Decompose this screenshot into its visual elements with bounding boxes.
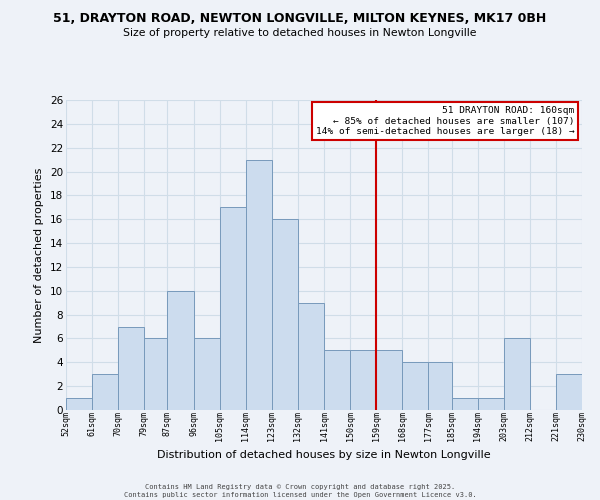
- Bar: [556, 374, 582, 410]
- Bar: [220, 208, 246, 410]
- Bar: [144, 338, 167, 410]
- Bar: [376, 350, 402, 410]
- Bar: [272, 219, 298, 410]
- Bar: [428, 362, 452, 410]
- Bar: [66, 398, 92, 410]
- Bar: [92, 374, 118, 410]
- Bar: [478, 398, 504, 410]
- Text: Size of property relative to detached houses in Newton Longville: Size of property relative to detached ho…: [123, 28, 477, 38]
- Bar: [167, 291, 194, 410]
- Bar: [194, 338, 220, 410]
- Bar: [452, 398, 478, 410]
- X-axis label: Distribution of detached houses by size in Newton Longville: Distribution of detached houses by size …: [157, 450, 491, 460]
- Text: Contains HM Land Registry data © Crown copyright and database right 2025.
Contai: Contains HM Land Registry data © Crown c…: [124, 484, 476, 498]
- Bar: [402, 362, 428, 410]
- Y-axis label: Number of detached properties: Number of detached properties: [34, 168, 44, 342]
- Bar: [118, 326, 144, 410]
- Text: 51 DRAYTON ROAD: 160sqm
← 85% of detached houses are smaller (107)
14% of semi-d: 51 DRAYTON ROAD: 160sqm ← 85% of detache…: [316, 106, 574, 136]
- Bar: [582, 398, 600, 410]
- Bar: [324, 350, 350, 410]
- Text: 51, DRAYTON ROAD, NEWTON LONGVILLE, MILTON KEYNES, MK17 0BH: 51, DRAYTON ROAD, NEWTON LONGVILLE, MILT…: [53, 12, 547, 26]
- Bar: [350, 350, 376, 410]
- Bar: [246, 160, 272, 410]
- Bar: [504, 338, 530, 410]
- Bar: [298, 302, 324, 410]
